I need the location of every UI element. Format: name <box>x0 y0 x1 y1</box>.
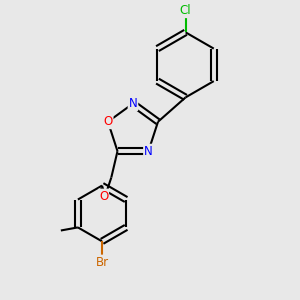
Text: Cl: Cl <box>180 4 191 17</box>
Text: Br: Br <box>95 256 109 268</box>
Text: O: O <box>99 190 108 202</box>
Text: O: O <box>103 115 112 128</box>
Text: N: N <box>144 145 153 158</box>
Text: N: N <box>129 97 137 110</box>
